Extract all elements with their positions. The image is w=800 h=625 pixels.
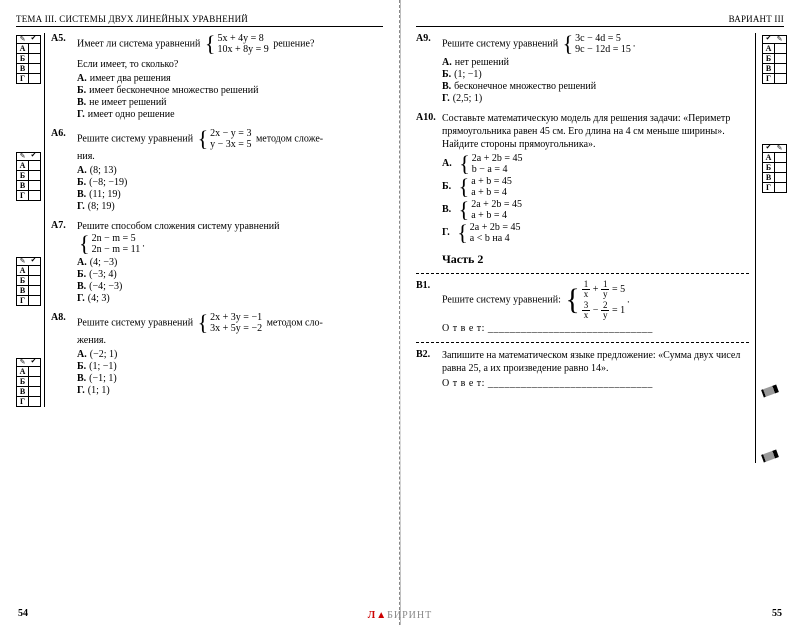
answer-box-a5[interactable]: ✎ А Б В Г [16, 35, 41, 84]
answer-gutter-right: ✎ А Б В Г ✎ А Б В Г [762, 33, 784, 463]
page-number-left: 54 [18, 608, 28, 619]
page-number-right: 55 [772, 608, 782, 619]
question-b1: В1. Решите систему уравнений: { 1x + 1y … [416, 280, 749, 334]
answer-box-a10[interactable]: ✎ А Б В Г [762, 144, 787, 193]
answer-box-a6[interactable]: ✎ А Б В Г [16, 152, 41, 201]
question-a5: А5. Имеет ли система уравнений {5x + 4y … [51, 33, 383, 120]
pencil-icon [761, 450, 779, 463]
answer-box-a9[interactable]: ✎ А Б В Г [762, 35, 787, 84]
part2-heading: Часть 2 [442, 252, 749, 267]
answer-box-a7[interactable]: ✎ А Б В Г [16, 257, 41, 306]
answer-box-a8[interactable]: ✎ А Б В Г [16, 358, 41, 407]
answer-line-b1[interactable]: О т в е т: _____________________________… [442, 323, 749, 334]
question-a9: А9. Решите систему уравнений {3c − 4d = … [416, 33, 749, 104]
question-b2: В2. Запишите на математическом языке пре… [416, 349, 749, 389]
pencil-icon [761, 385, 779, 398]
running-head-left: ТЕМА III. СИСТЕМЫ ДВУХ ЛИНЕЙНЫХ УРАВНЕНИ… [16, 14, 383, 27]
answer-gutter-left: ✎ А Б В Г ✎ А Б В Г ✎ А Б [16, 33, 38, 407]
question-a6: А6. Решите систему уравнений {2x − y = 3… [51, 128, 383, 212]
running-head-right: ВАРИАНТ III [416, 14, 784, 27]
question-a8: А8. Решите систему уравнений {2x + 3y = … [51, 312, 383, 396]
qnum: А5. [51, 33, 77, 44]
answer-line-b2[interactable]: О т в е т: _____________________________… [442, 378, 749, 389]
question-a7: А7. Решите способом сложения систему ура… [51, 220, 383, 304]
watermark: Л▲БИРИНТ [368, 610, 432, 621]
question-a10: А10. Составьте математическую модель для… [416, 112, 749, 244]
